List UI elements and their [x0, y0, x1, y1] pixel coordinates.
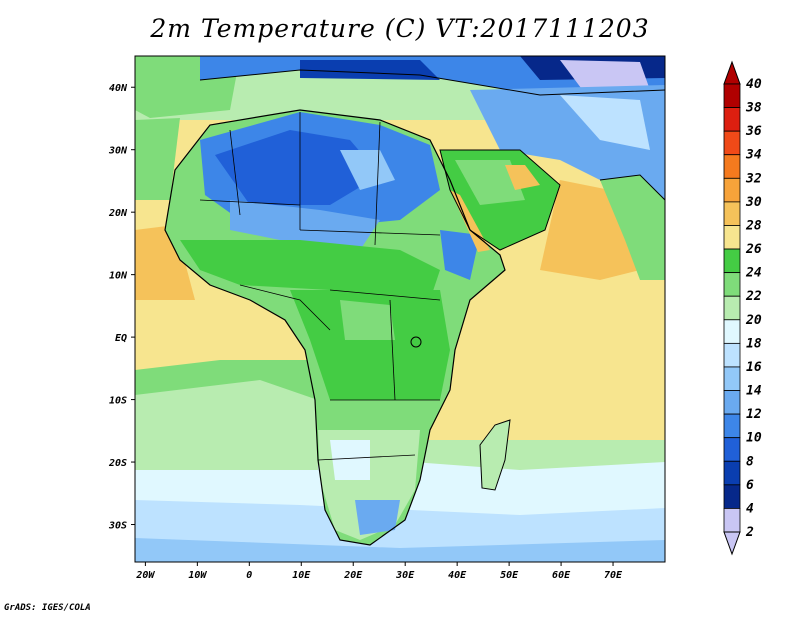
colorbar-segment [723, 272, 741, 297]
colorbar-segment [723, 460, 741, 486]
colorbar-segment [723, 366, 741, 391]
lon-tick-label: 70E [604, 570, 623, 581]
lat-tick-label: 10N [109, 271, 128, 282]
lat-tick-label: 10S [109, 396, 127, 407]
colorbar-label: 6 [746, 478, 754, 493]
lon-tick-label: 10E [292, 570, 311, 581]
colorbar-label: 10 [746, 431, 762, 446]
colorbar-label: 2 [745, 525, 754, 540]
colorbar-label: 24 [745, 266, 762, 281]
madagascar [479, 419, 511, 491]
colorbar-segment [723, 508, 741, 533]
lon-tick-label: 30E [395, 570, 415, 581]
colorbar-label: 8 [746, 454, 754, 469]
colorbar-segment [723, 342, 741, 368]
africa-coastline [164, 109, 506, 546]
colorbar-label: 26 [745, 242, 762, 257]
colorbar-label: 16 [746, 360, 762, 375]
lon-tick-label: 50E [500, 570, 519, 581]
lat-tick-label: 40N [109, 83, 128, 94]
colorbar-segment [723, 295, 741, 321]
country-borders [199, 112, 441, 461]
colorbar-label: 38 [745, 101, 762, 116]
colorbar-bottom-arrow [723, 531, 741, 556]
colorbar-top-arrow [723, 60, 741, 85]
colorbar-label: 12 [746, 407, 762, 422]
colorbar-segment [723, 107, 741, 132]
longitude-ticks: 20W 10W 0 10E 20E 30E 40E 50E 60E 70E [135, 562, 623, 581]
lon-tick-label: 40E [448, 570, 467, 581]
colorbar-label: 20 [745, 313, 762, 328]
lon-tick-label: 60E [552, 570, 571, 581]
colorbar-label: 28 [745, 218, 762, 233]
lon-tick-label: 20W [135, 570, 155, 581]
lat-tick-label: 30N [108, 146, 128, 157]
colorbar: 40 38 36 34 32 30 28 26 24 22 20 18 16 14 12 10 8 6 4 2 [723, 60, 762, 556]
colorbar-segment [723, 437, 741, 462]
lon-tick-label: 20E [343, 570, 363, 581]
colorbar-segment [723, 177, 741, 203]
colorbar-label: 30 [745, 195, 762, 210]
lat-tick-label: 20N [108, 208, 128, 219]
lat-tick-label: 30S [108, 521, 127, 532]
colorbar-label: 22 [745, 289, 762, 304]
colorbar-label: 40 [746, 77, 762, 92]
colorbar-segment [723, 319, 741, 344]
colorbar-label: 18 [746, 336, 762, 351]
colorbar-segment [723, 390, 741, 415]
lat-tick-label: EQ [115, 333, 127, 344]
grads-credit: GrADS: IGES/COLA [4, 603, 91, 613]
colorbar-segment [723, 248, 741, 274]
colorbar-label: 34 [745, 148, 762, 163]
map-field [135, 56, 665, 562]
colorbar-label: 14 [746, 384, 762, 399]
colorbar-segment [723, 484, 741, 509]
map-frame [134, 55, 666, 563]
lake-victoria [410, 336, 422, 348]
colorbar-label: 36 [745, 124, 762, 139]
colorbar-segment [723, 201, 741, 226]
lon-tick-label: 10W [188, 570, 207, 581]
colorbar-segment [723, 413, 741, 439]
lon-tick-label: 0 [246, 570, 252, 581]
colorbar-segment [723, 83, 741, 108]
colorbar-segment [723, 154, 741, 179]
map-title: 2m Temperature (C) VT:2017111203 [150, 14, 650, 43]
colorbar-label: 4 [746, 501, 754, 516]
colorbar-label: 32 [745, 171, 762, 186]
colorbar-segment [723, 130, 741, 156]
colorbar-segment [723, 225, 741, 250]
latitude-ticks: 40N 30N 20N 10N EQ 10S 20S 30S [108, 83, 135, 532]
lat-tick-label: 20S [108, 458, 127, 469]
